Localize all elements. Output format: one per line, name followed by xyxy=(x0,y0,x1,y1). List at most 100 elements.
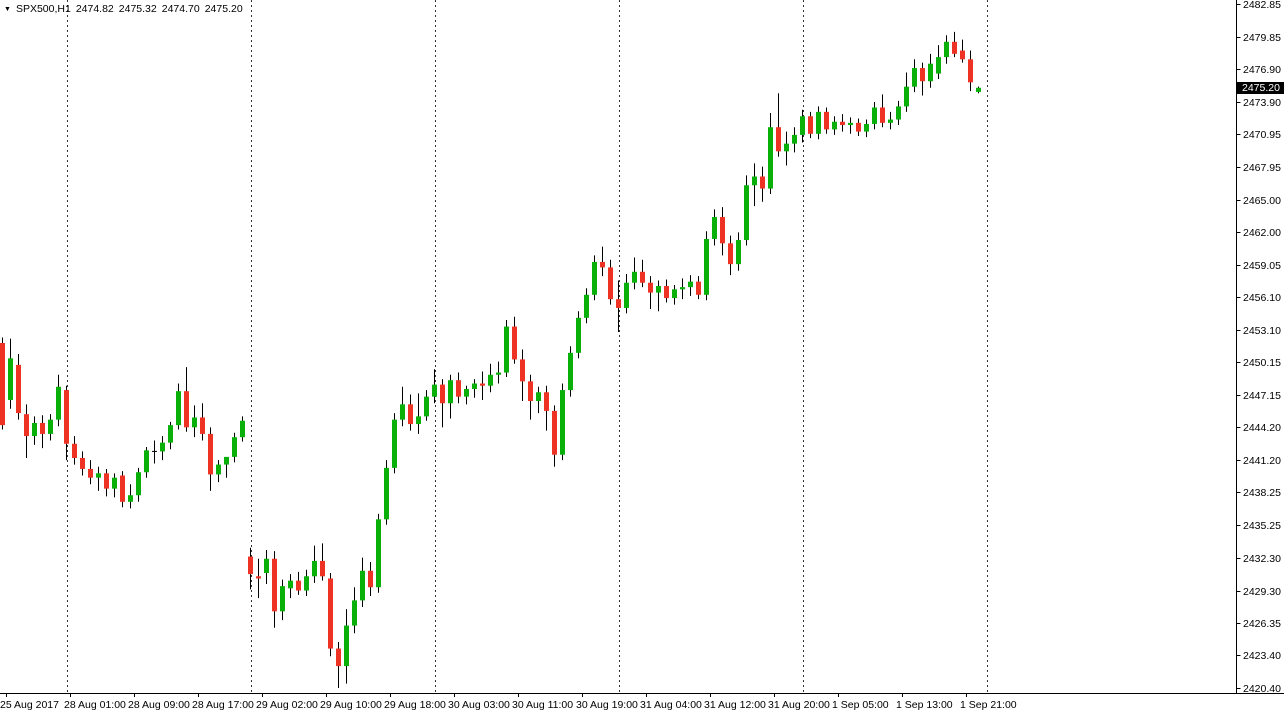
candle-bull-body xyxy=(624,282,629,308)
candle-bear-body xyxy=(200,417,205,434)
candle-bull-body xyxy=(536,392,541,402)
candle-bull-body xyxy=(448,380,453,404)
candle-bear-body xyxy=(728,243,733,265)
candle-bear-body xyxy=(72,443,77,458)
candle-bull-body xyxy=(560,390,565,455)
candle-bull-body xyxy=(48,419,53,434)
candle-bull-body xyxy=(768,127,773,189)
price-tick-label: 2456.10 xyxy=(1243,292,1281,304)
candle-bull-body xyxy=(928,63,933,82)
candle-bull-body xyxy=(816,111,821,134)
time-tick-label: 28 Aug 09:00 xyxy=(128,699,190,711)
candle-bear-body xyxy=(968,59,973,83)
candle-bear-body xyxy=(528,381,533,402)
candle-bull-body xyxy=(584,294,589,318)
candle-bear-body xyxy=(104,473,109,489)
candle-bear-body xyxy=(960,50,965,60)
candle-bull-body xyxy=(712,217,717,239)
candle-bull-body xyxy=(392,419,397,468)
candle-bear-body xyxy=(776,127,781,152)
price-tick-label: 2459.05 xyxy=(1243,260,1281,272)
price-tick-label: 2453.10 xyxy=(1243,325,1281,337)
time-tick-label: 29 Aug 10:00 xyxy=(320,699,382,711)
candle-bear-body xyxy=(552,410,557,455)
candle-bull-body xyxy=(672,289,677,299)
candle-bear-body xyxy=(512,326,517,360)
candle-bull-body xyxy=(888,119,893,123)
candle-bear-body xyxy=(608,267,613,300)
price-tick-label: 2462.00 xyxy=(1243,227,1281,239)
time-tick-label: 25 Aug 2017 xyxy=(0,699,59,711)
candle-bull-body xyxy=(576,317,581,353)
candle-bull-body xyxy=(280,586,285,612)
candle-bull-body xyxy=(216,464,221,475)
time-tick-label: 1 Sep 21:00 xyxy=(960,699,1017,711)
candle-bull-body xyxy=(976,87,981,92)
candle-bear-body xyxy=(840,121,845,126)
price-tick-label: 2432.30 xyxy=(1243,553,1281,565)
price-tick-label: 2447.15 xyxy=(1243,390,1281,402)
candle-bull-body xyxy=(752,176,757,186)
candle-bear-body xyxy=(824,111,829,130)
time-tick-label: 29 Aug 18:00 xyxy=(384,699,446,711)
chart-marker-triangle-icon: ▼ xyxy=(4,5,11,13)
candle-bull-body xyxy=(160,442,165,452)
candle-bear-body xyxy=(952,41,957,54)
candle-bear-body xyxy=(600,261,605,268)
candle-bear-body xyxy=(520,359,525,382)
candle-bull-body xyxy=(136,472,141,496)
time-tick-label: 28 Aug 01:00 xyxy=(64,699,126,711)
candle-bull-body xyxy=(872,107,877,124)
candle-bull-body xyxy=(488,374,493,386)
candle-bull-body xyxy=(744,185,749,241)
price-tick-label: 2438.25 xyxy=(1243,487,1281,499)
price-tick-label: 2482.85 xyxy=(1243,0,1281,11)
candle-bull-body xyxy=(312,560,317,577)
candle-bear-body xyxy=(16,364,21,414)
candle-bull-body xyxy=(496,372,501,375)
price-tick-label: 2435.25 xyxy=(1243,520,1281,532)
price-tick-label: 2450.15 xyxy=(1243,357,1281,369)
candle-bear-body xyxy=(184,391,189,428)
time-tick-label: 29 Aug 02:00 xyxy=(256,699,318,711)
price-tick-label: 2470.95 xyxy=(1243,129,1281,141)
candle-bull-body xyxy=(832,121,837,130)
candle-bull-body xyxy=(8,358,13,400)
candle-bull-body xyxy=(896,106,901,120)
candle-bull-body xyxy=(464,388,469,397)
candle-bull-body xyxy=(504,326,509,373)
time-tick-label: 31 Aug 20:00 xyxy=(768,699,830,711)
candle-bear-body xyxy=(256,576,261,579)
price-tick-label: 2467.95 xyxy=(1243,162,1281,174)
price-tick-label: 2426.35 xyxy=(1243,618,1281,630)
candle-bull-body xyxy=(792,134,797,144)
price-tick-label: 2479.85 xyxy=(1243,32,1281,44)
candle-bear-body xyxy=(616,299,621,308)
time-tick-label: 1 Sep 05:00 xyxy=(832,699,889,711)
candle-bull-body xyxy=(240,420,245,438)
candle-bull-body xyxy=(376,519,381,588)
candle-bull-body xyxy=(112,477,117,489)
candle-bull-body xyxy=(288,580,293,589)
candle-bear-body xyxy=(320,560,325,577)
candle-bull-body xyxy=(592,261,597,295)
candle-bear-body xyxy=(440,384,445,404)
candle-bull-body xyxy=(944,41,949,58)
time-tick-label: 28 Aug 17:00 xyxy=(192,699,254,711)
candle-bull-body xyxy=(352,600,357,626)
candle-bear-body xyxy=(24,414,29,437)
ohlc-close: 2475.20 xyxy=(204,3,243,15)
candle-bull-body xyxy=(848,122,853,126)
candle-bull-body xyxy=(432,384,437,397)
price-tick-label: 2473.90 xyxy=(1243,97,1281,109)
candle-bear-body xyxy=(64,390,69,444)
time-tick-label: 30 Aug 19:00 xyxy=(576,699,638,711)
ohlc-high: 2475.32 xyxy=(118,3,157,15)
candle-bear-body xyxy=(720,217,725,244)
candle-bull-body xyxy=(128,495,133,502)
candle-bear-body xyxy=(856,122,861,132)
candle-bull-body xyxy=(192,417,197,428)
price-tick-label: 2420.40 xyxy=(1243,683,1281,695)
price-tick-label: 2465.00 xyxy=(1243,195,1281,207)
